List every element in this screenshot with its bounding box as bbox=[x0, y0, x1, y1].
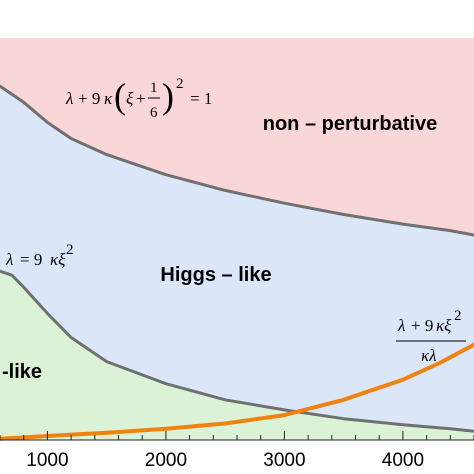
x-tick-label: 3000 bbox=[263, 450, 305, 471]
plot-curves bbox=[0, 84, 474, 441]
plot-regions bbox=[0, 38, 474, 440]
x-tick-label: 2000 bbox=[145, 450, 187, 471]
upper-boundary-equation: λ + 9 κ ( ξ + 1 6 ) 2 = 1 bbox=[65, 76, 212, 121]
region-label-non-perturbative: non – perturbative bbox=[263, 113, 437, 135]
svg-text:= 1: = 1 bbox=[190, 89, 212, 108]
svg-text:λ: λ bbox=[5, 250, 13, 269]
svg-text:2: 2 bbox=[176, 76, 184, 92]
lower-boundary-curve bbox=[0, 269, 474, 433]
region-label-higgs-like: Higgs – like bbox=[160, 264, 271, 286]
svg-text:= 9: = 9 bbox=[20, 250, 42, 269]
svg-text:λ: λ bbox=[397, 316, 405, 335]
svg-text:+ 9: + 9 bbox=[78, 89, 100, 108]
svg-text:2: 2 bbox=[66, 242, 74, 258]
svg-text:(: ( bbox=[114, 76, 126, 116]
svg-text:κξ: κξ bbox=[436, 316, 452, 335]
upper-boundary-curve bbox=[0, 84, 474, 237]
svg-text:λ: λ bbox=[65, 89, 73, 108]
region-like bbox=[0, 271, 474, 440]
svg-text:κλ: κλ bbox=[421, 346, 437, 365]
x-tick-label: 4000 bbox=[382, 450, 424, 471]
lower-boundary-equation: λ = 9 κξ 2 bbox=[5, 242, 74, 269]
svg-text:): ) bbox=[162, 76, 174, 116]
svg-text:6: 6 bbox=[150, 105, 158, 121]
svg-text:κξ: κξ bbox=[50, 250, 66, 269]
svg-text:κ: κ bbox=[104, 89, 113, 108]
orange-curve-equation: λ + 9 κξ 2 κλ bbox=[396, 308, 466, 365]
x-axis: 1000 2000 3000 4000 bbox=[0, 431, 474, 471]
region-non-perturbative bbox=[0, 38, 474, 235]
svg-text:+ 9: + 9 bbox=[411, 316, 433, 335]
orange-curve bbox=[0, 342, 474, 441]
svg-text:+: + bbox=[136, 89, 146, 108]
region-higgs-like bbox=[0, 86, 474, 432]
region-label-like: -like bbox=[2, 361, 42, 383]
x-tick-label: 1000 bbox=[26, 450, 68, 471]
svg-text:2: 2 bbox=[454, 308, 462, 324]
svg-text:ξ: ξ bbox=[126, 89, 134, 108]
svg-text:1: 1 bbox=[150, 80, 158, 96]
